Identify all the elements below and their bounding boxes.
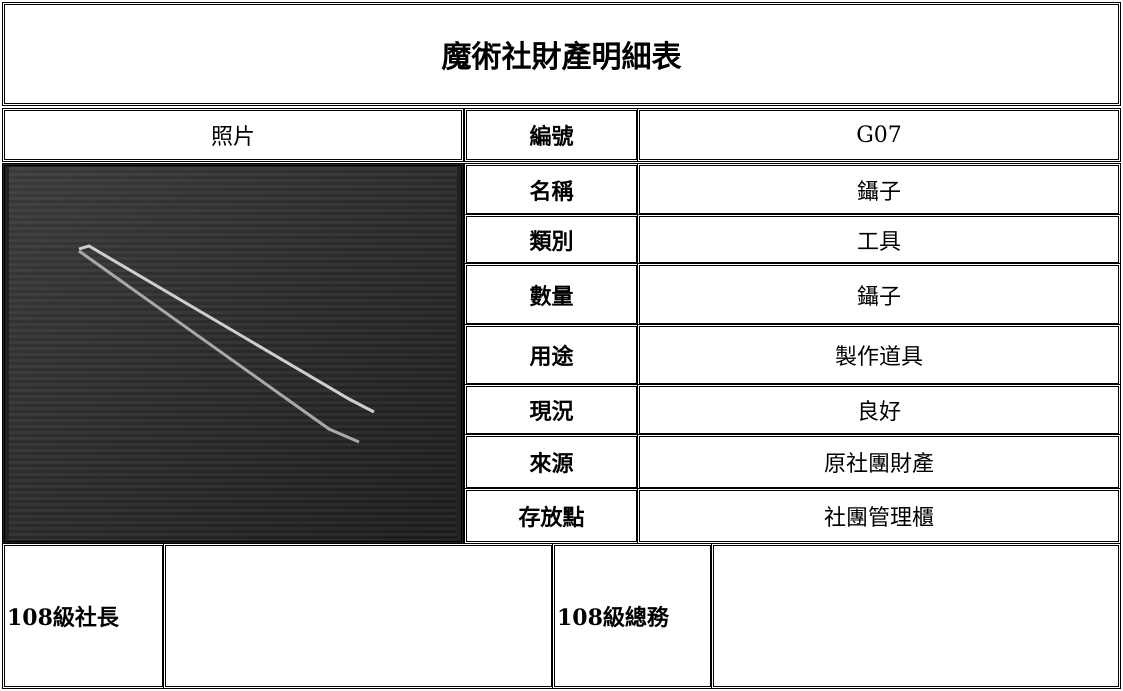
field-label: 存放點	[464, 488, 639, 544]
field-label: 編號	[464, 108, 639, 162]
field-label: 用途	[464, 324, 639, 386]
signature-box	[711, 543, 1121, 689]
field-label: 現況	[464, 384, 639, 436]
signature-box	[163, 543, 554, 689]
field-value: 工具	[637, 214, 1121, 265]
field-value: 社團管理櫃	[637, 488, 1121, 544]
field-label: 類別	[464, 214, 639, 265]
field-value: 鑷子	[637, 163, 1121, 216]
field-value: 製作道具	[637, 324, 1121, 386]
field-label: 來源	[464, 434, 639, 490]
field-value: 原社團財產	[637, 434, 1121, 490]
photo-frame	[2, 163, 464, 544]
title: 魔術社財產明細表	[2, 2, 1121, 106]
field-label: 名稱	[464, 163, 639, 216]
field-value: 鑷子	[637, 263, 1121, 326]
signature-label: 108級總務	[552, 543, 713, 689]
photo-header: 照片	[2, 108, 464, 162]
field-value: 良好	[637, 384, 1121, 436]
field-label: 數量	[464, 263, 639, 326]
field-value: G07	[637, 108, 1121, 162]
photo	[9, 167, 457, 540]
signature-label: 108級社長	[2, 543, 165, 689]
